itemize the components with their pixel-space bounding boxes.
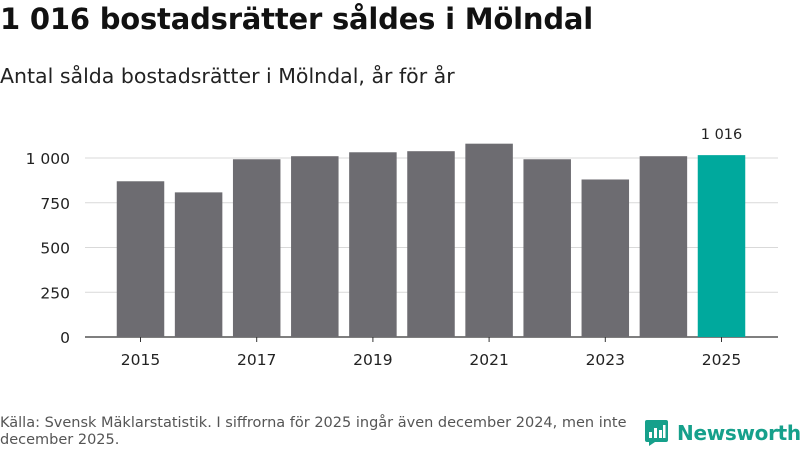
bar-2021[interactable] bbox=[465, 143, 513, 337]
x-tick-label: 2025 bbox=[702, 351, 741, 369]
bar-2018[interactable] bbox=[291, 156, 339, 337]
bar-2025[interactable] bbox=[697, 155, 746, 337]
x-tick-label: 2021 bbox=[469, 351, 508, 369]
x-tick-label: 2023 bbox=[586, 351, 625, 369]
newsworthy-logo-text: Newsworthy bbox=[677, 421, 800, 445]
x-tick-label: 2017 bbox=[237, 351, 276, 369]
y-tick-label: 1 000 bbox=[26, 150, 70, 168]
newsworthy-logo[interactable]: Newsworthy bbox=[644, 418, 800, 448]
x-tick-label: 2019 bbox=[353, 351, 392, 369]
bars bbox=[116, 143, 746, 337]
bar-2023[interactable] bbox=[581, 179, 630, 337]
y-tick-label: 750 bbox=[40, 195, 70, 213]
x-tick-label: 2015 bbox=[121, 351, 160, 369]
bar-2024[interactable] bbox=[639, 156, 688, 337]
y-tick-label: 0 bbox=[60, 329, 70, 347]
bar-2022[interactable] bbox=[523, 159, 571, 337]
y-tick-label: 500 bbox=[40, 240, 70, 258]
bar-2015[interactable] bbox=[116, 181, 165, 337]
y-axis-ticks: 0 250 500 750 1 000 bbox=[26, 150, 70, 347]
bar-2020[interactable] bbox=[407, 151, 455, 337]
x-axis-ticks: 2015 2017 2019 2021 2023 2025 bbox=[121, 337, 741, 369]
chart-title: 1 016 bostadsrätter såldes i Mölndal bbox=[0, 2, 593, 36]
bar-2016[interactable] bbox=[174, 192, 223, 337]
source-note: Källa: Svensk Mäklarstatistik. I siffror… bbox=[0, 415, 627, 448]
y-tick-label: 250 bbox=[40, 284, 70, 302]
annotations: 1 016 bbox=[701, 127, 743, 143]
data-label-2025: 1 016 bbox=[701, 127, 743, 143]
bar-chart: 0 250 500 750 1 000 2015 2017 2019 2021 2023 2025… bbox=[26, 127, 778, 369]
newsworthy-logo-icon bbox=[645, 420, 668, 446]
chart-subtitle: Antal sålda bostadsrätter i Mölndal, år … bbox=[0, 64, 455, 88]
bar-2017[interactable] bbox=[232, 159, 281, 337]
bar-2019[interactable] bbox=[349, 152, 397, 337]
